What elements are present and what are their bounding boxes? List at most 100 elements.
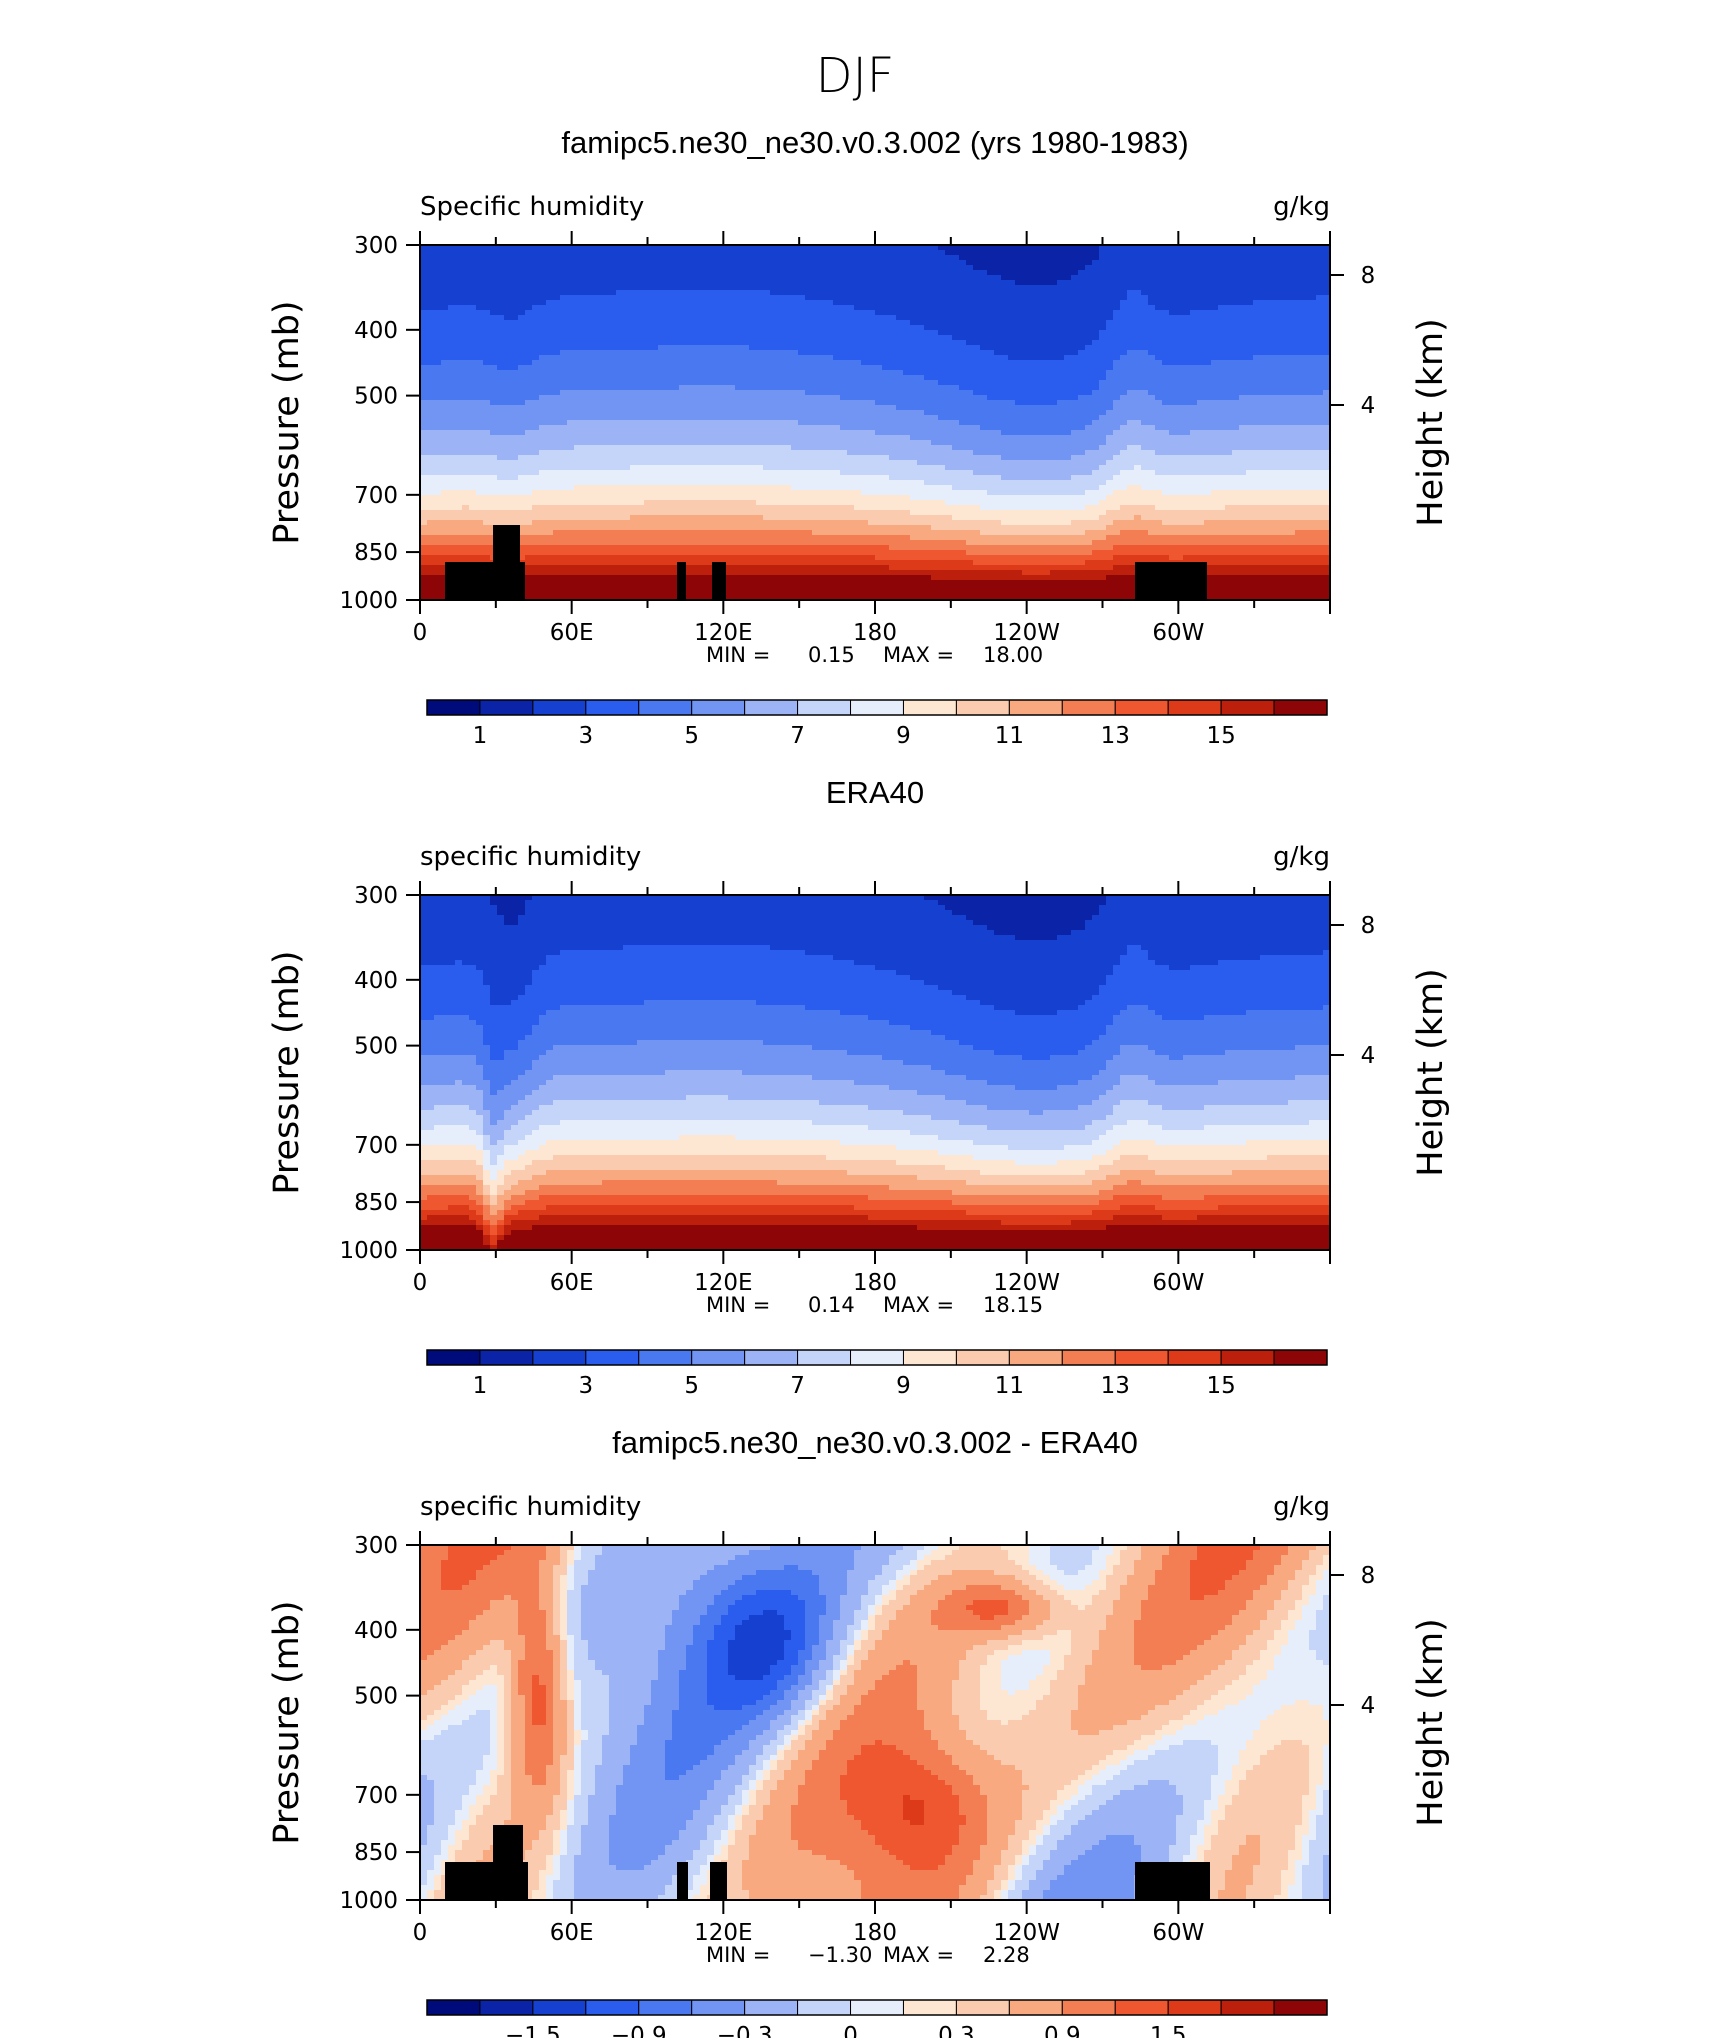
panels: famipc5.ne30_ne30.v0.3.002 (yrs 1980-198…: [267, 125, 1451, 2038]
colorbar-swatch: [1274, 700, 1327, 715]
contour-field: [420, 895, 1331, 1251]
figure-title: DJF: [816, 48, 895, 104]
colorbar-swatch: [639, 700, 692, 715]
x-tick-label: 0: [413, 1920, 428, 1946]
land-mask: [712, 562, 726, 600]
colorbar-label: 15: [1206, 723, 1235, 749]
land-mask: [1135, 1862, 1210, 1900]
colorbar-label: 3: [579, 1373, 594, 1399]
colorbar-swatch: [956, 2000, 1009, 2015]
y-tick-label: 850: [354, 1190, 398, 1216]
colorbar-label: −1.5: [505, 2023, 561, 2038]
y-tick-label: 300: [354, 233, 398, 259]
colorbar-label: 7: [790, 1373, 805, 1399]
colorbar-swatch: [903, 700, 956, 715]
colorbar-swatch: [586, 1350, 639, 1365]
land-mask: [677, 1862, 688, 1900]
contour-field: [420, 245, 1331, 601]
colorbar-swatch: [427, 2000, 480, 2015]
colorbar-label: 5: [684, 723, 699, 749]
y-tick-right-label: 8: [1361, 1563, 1376, 1589]
max-label: MAX =: [883, 1293, 954, 1317]
colorbar-swatch: [851, 2000, 904, 2015]
colorbar-swatch: [956, 1350, 1009, 1365]
colorbar-label: 9: [896, 723, 911, 749]
colorbar-label: 11: [995, 723, 1024, 749]
colorbar-swatch: [1221, 700, 1274, 715]
colorbar-swatch: [851, 700, 904, 715]
colorbar-swatch: [798, 1350, 851, 1365]
y-tick-label: 500: [354, 1684, 398, 1710]
x-tick-label: 60E: [550, 620, 594, 646]
colorbar-swatch: [1009, 2000, 1062, 2015]
y-tick-label: 850: [354, 540, 398, 566]
y-tick-label: 850: [354, 1840, 398, 1866]
min-label: MIN =: [706, 1293, 770, 1317]
y-tick-label: 700: [354, 1783, 398, 1809]
colorbar-label: 0.9: [1044, 2023, 1081, 2038]
units-label: g/kg: [1273, 842, 1330, 872]
max-value: 2.28: [983, 1943, 1030, 1967]
y-tick-label: 500: [354, 384, 398, 410]
colorbar-swatch: [427, 700, 480, 715]
y-tick-right-label: 8: [1361, 263, 1376, 289]
colorbar-swatch: [1115, 2000, 1168, 2015]
x-tick-label: 60W: [1152, 620, 1204, 646]
colorbar-swatch: [692, 700, 745, 715]
y-tick-label: 700: [354, 483, 398, 509]
y-tick-label: 700: [354, 1133, 398, 1159]
colorbar-swatch: [692, 2000, 745, 2015]
colorbar-swatch: [533, 700, 586, 715]
colorbar-swatch: [533, 1350, 586, 1365]
min-value: −1.30: [808, 1943, 872, 1967]
colorbar-swatch: [798, 700, 851, 715]
colorbar-swatch: [1274, 1350, 1327, 1365]
colorbar-swatch: [1274, 2000, 1327, 2015]
max-value: 18.00: [983, 643, 1043, 667]
min-value: 0.15: [808, 643, 855, 667]
y-tick-label: 300: [354, 883, 398, 909]
min-label: MIN =: [706, 643, 770, 667]
y-tick-label: 1000: [339, 588, 398, 614]
colorbar-label: 1: [473, 723, 488, 749]
x-tick-label: 0: [413, 620, 428, 646]
colorbar-label: 0.3: [938, 2023, 975, 2038]
land-mask: [493, 525, 520, 600]
y-axis-right-label: Height (km): [1411, 968, 1451, 1177]
land-mask: [493, 1825, 523, 1900]
colorbar-swatch: [427, 1350, 480, 1365]
min-label: MIN =: [706, 1943, 770, 1967]
colorbar-swatch: [745, 1350, 798, 1365]
x-tick-label: 60E: [550, 1270, 594, 1296]
colorbar-label: 1: [473, 1373, 488, 1399]
colorbar-swatch: [903, 1350, 956, 1365]
y-tick-label: 300: [354, 1533, 398, 1559]
colorbar-label: −0.3: [717, 2023, 773, 2038]
colorbar-label: −0.9: [611, 2023, 667, 2038]
x-tick-label: 60W: [1152, 1920, 1204, 1946]
colorbar-swatch: [692, 1350, 745, 1365]
colorbar-label: 15: [1206, 1373, 1235, 1399]
colorbar-swatch: [639, 1350, 692, 1365]
colorbar-swatch: [956, 700, 1009, 715]
colorbar-label: 5: [684, 1373, 699, 1399]
colorbar-swatch: [1009, 700, 1062, 715]
colorbar-swatch: [745, 2000, 798, 2015]
colorbar-swatch: [1168, 1350, 1221, 1365]
colorbar-swatch: [1168, 700, 1221, 715]
y-tick-label: 400: [354, 1618, 398, 1644]
y-tick-label: 1000: [339, 1888, 398, 1914]
land-mask: [1135, 562, 1207, 600]
panel-title: ERA40: [826, 775, 924, 810]
colorbar-swatch: [586, 2000, 639, 2015]
x-tick-label: 60W: [1152, 1270, 1204, 1296]
colorbar-swatch: [1062, 1350, 1115, 1365]
colorbar-swatch: [1062, 700, 1115, 715]
units-label: g/kg: [1273, 192, 1330, 222]
variable-label: Specific humidity: [420, 192, 644, 222]
y-axis-label: Pressure (mb): [267, 300, 307, 544]
y-tick-right-label: 4: [1361, 1693, 1376, 1719]
colorbar-swatch: [1115, 700, 1168, 715]
y-tick-label: 400: [354, 968, 398, 994]
